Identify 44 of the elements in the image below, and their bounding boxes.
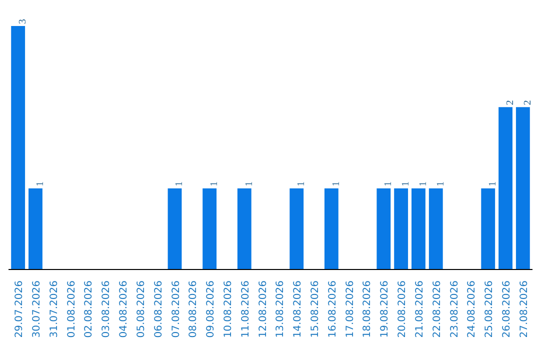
x-tick-label: 07.08.2026 xyxy=(170,280,182,338)
data-label: 1 xyxy=(244,181,255,186)
x-tick-label: 26.08.2026 xyxy=(502,280,513,338)
data-label: 1 xyxy=(400,181,412,186)
data-label: 2 xyxy=(505,100,516,106)
x-tick-label: 18.08.2026 xyxy=(362,280,374,338)
x-tick-label: 29.07.2026 xyxy=(14,280,26,338)
x-tick-label: 15.08.2026 xyxy=(310,280,322,338)
data-label: 1 xyxy=(418,181,429,186)
data-label: 1 xyxy=(488,181,499,186)
x-tick-label: 04.08.2026 xyxy=(118,280,130,338)
data-label: 1 xyxy=(330,181,342,186)
x-tick-label: 19.08.2026 xyxy=(380,280,391,338)
x-tick-label: 06.08.2026 xyxy=(153,280,164,338)
data-label: 1 xyxy=(383,181,394,186)
x-tick-label: 01.08.2026 xyxy=(66,280,78,338)
x-tick-label: 08.08.2026 xyxy=(188,280,200,338)
data-label: 2 xyxy=(522,100,534,106)
x-tick-label: 25.08.2026 xyxy=(484,280,496,338)
data-label: 1 xyxy=(209,181,220,186)
data-label: 1 xyxy=(34,181,46,186)
x-tick-label: 22.08.2026 xyxy=(432,280,443,338)
data-label: 1 xyxy=(296,181,308,186)
x-tick-label: 20.08.2026 xyxy=(397,280,408,338)
x-tick-label: 17.08.2026 xyxy=(344,280,356,338)
data-label: 1 xyxy=(435,181,446,186)
x-tick-label: 12.08.2026 xyxy=(258,280,269,338)
x-tick-label: 09.08.2026 xyxy=(206,280,217,338)
x-tick-label: 27.08.2026 xyxy=(518,280,530,338)
x-tick-label: 21.08.2026 xyxy=(414,280,426,338)
x-tick-label: 11.08.2026 xyxy=(240,280,252,338)
x-tick-label: 03.08.2026 xyxy=(101,280,112,338)
x-tick-label: 16.08.2026 xyxy=(327,280,338,338)
x-tick-label: 05.08.2026 xyxy=(136,280,147,338)
x-tick-label: 30.07.2026 xyxy=(31,280,42,338)
x-tick-label: 13.08.2026 xyxy=(275,280,286,338)
x-tick-label: 23.08.2026 xyxy=(449,280,460,338)
x-tick-label: 02.08.2026 xyxy=(84,280,95,338)
x-tick-label: 14.08.2026 xyxy=(292,280,304,338)
x-tick-label: 31.07.2026 xyxy=(48,280,60,338)
x-tick-label: 10.08.2026 xyxy=(222,280,234,338)
data-label: 3 xyxy=(18,18,29,24)
data-label: 1 xyxy=(174,181,186,186)
x-tick-label: 24.08.2026 xyxy=(466,280,478,338)
